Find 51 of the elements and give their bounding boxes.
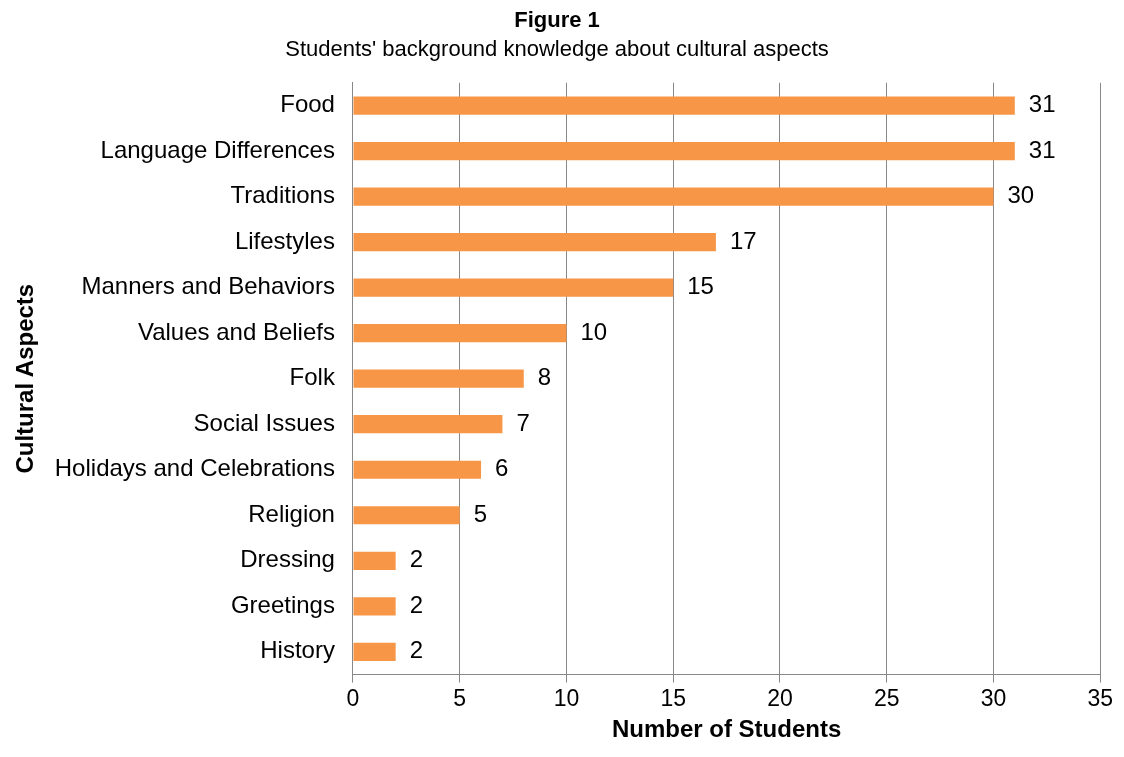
x-tick-label: 5 xyxy=(453,684,467,711)
chart-subtitle: Students' background knowledge about cultural aspects xyxy=(285,35,829,61)
bar xyxy=(353,324,567,343)
bar xyxy=(353,460,482,479)
data-label: 30 xyxy=(1007,181,1035,209)
data-label: 31 xyxy=(1028,90,1056,118)
y-tick-label: Social Issues xyxy=(193,408,335,436)
y-tick-label: Greetings xyxy=(230,590,335,618)
y-tick-label: History xyxy=(260,636,335,664)
bar xyxy=(353,551,396,570)
y-axis-title: Cultural Aspects xyxy=(11,283,39,474)
data-label: 10 xyxy=(580,317,608,345)
bar xyxy=(353,369,524,388)
data-label: 5 xyxy=(473,499,488,527)
x-tick-label: 15 xyxy=(660,684,687,711)
x-tick-label: 25 xyxy=(873,684,900,711)
y-tick-label: Food xyxy=(280,90,335,118)
y-tick-label: Traditions xyxy=(230,181,335,209)
data-label: 31 xyxy=(1028,135,1056,163)
bar xyxy=(353,642,396,661)
data-label: 8 xyxy=(537,363,552,391)
bar xyxy=(353,187,994,206)
y-tick-label: Holidays and Celebrations xyxy=(54,454,335,482)
y-tick-label: Language Differences xyxy=(100,135,335,163)
x-tick-label: 0 xyxy=(346,684,360,711)
data-label: 2 xyxy=(409,545,424,573)
data-label: 6 xyxy=(495,454,509,482)
y-tick-label: Folk xyxy=(289,363,336,391)
data-label: 7 xyxy=(516,408,530,436)
bar xyxy=(353,278,674,297)
bar xyxy=(353,415,503,434)
data-label: 17 xyxy=(729,226,757,254)
data-label: 15 xyxy=(687,272,714,300)
x-axis-title: Number of Students xyxy=(611,715,842,743)
y-tick-label: Values and Beliefs xyxy=(137,317,335,345)
y-tick-label: Manners and Behaviors xyxy=(81,272,335,300)
x-tick-label: 20 xyxy=(767,684,793,711)
bar xyxy=(353,506,460,525)
bar xyxy=(353,141,1015,161)
bar xyxy=(353,597,396,616)
y-tick-label: Religion xyxy=(248,499,335,527)
x-tick-label: 35 xyxy=(1087,684,1114,711)
x-tick-label: 30 xyxy=(980,684,1007,711)
data-label: 2 xyxy=(409,636,424,664)
y-tick-label: Dressing xyxy=(240,545,335,573)
x-tick-label: 10 xyxy=(553,684,580,711)
y-tick-label: Lifestyles xyxy=(234,226,335,254)
bar xyxy=(353,96,1015,115)
chart-title: Figure 1 xyxy=(514,7,600,33)
data-label: 2 xyxy=(409,590,424,618)
bar xyxy=(353,233,716,252)
